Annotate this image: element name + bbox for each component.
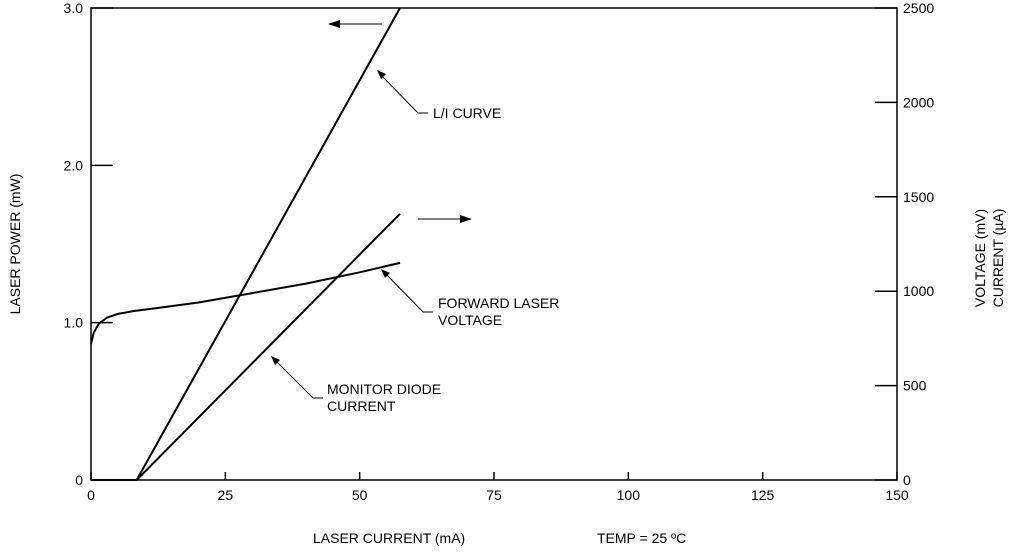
x-tick-label: 150	[885, 487, 909, 503]
y-right-axis-label-line1: VOLTAGE (mV)	[972, 209, 988, 307]
temp-note: TEMP = 25 ºC	[597, 530, 686, 546]
voltage-leader	[381, 269, 433, 313]
li-curve-leader	[377, 70, 428, 114]
y-right-axis-label-line2: CURRENT (µA)	[990, 209, 1006, 308]
y-right-tick-label: 1500	[903, 189, 934, 205]
x-axis-label: LASER CURRENT (mA)	[313, 530, 465, 546]
x-tick-label: 125	[751, 487, 775, 503]
left-axis-arrow	[328, 20, 382, 28]
y-left-axis-label: LASER POWER (mW)	[7, 174, 23, 315]
y-right-tick-label: 2000	[903, 94, 934, 110]
x-tick-label: 0	[87, 487, 95, 503]
right-axis-arrow	[418, 215, 472, 223]
x-tick-label: 75	[486, 487, 502, 503]
voltage-label-line2: VOLTAGE	[438, 312, 502, 328]
x-tick-group: 0 25 50 75 100 125 150	[87, 472, 909, 503]
x-tick-label: 50	[352, 487, 368, 503]
y-left-tick-group: 0 1.0 2.0 3.0	[64, 0, 113, 488]
monitor-label-line1: MONITOR DIODE	[327, 381, 441, 397]
y-right-tick-label: 0	[903, 472, 911, 488]
y-left-tick-label: 3.0	[64, 0, 84, 16]
y-left-tick-label: 0	[75, 472, 83, 488]
voltage-label-line1: FORWARD LASER	[438, 295, 559, 311]
forward-voltage-line	[90, 261, 401, 345]
monitor-diode-line	[91, 213, 401, 481]
y-right-tick-label: 500	[903, 378, 927, 394]
li-curve-label: L/I CURVE	[433, 105, 501, 121]
series-group	[90, 7, 401, 481]
plot-frame	[90, 7, 898, 481]
y-right-tick-label: 1000	[903, 283, 934, 299]
monitor-leader	[271, 356, 323, 399]
y-left-tick-label: 2.0	[64, 157, 84, 173]
monitor-label-line2: CURRENT	[327, 398, 396, 414]
x-tick-label: 25	[218, 487, 234, 503]
y-left-tick-label: 1.0	[64, 315, 84, 331]
x-tick-label: 100	[617, 487, 641, 503]
y-right-tick-label: 2500	[903, 0, 934, 16]
y-right-tick-group: 0 500 1000 1500 2000 2500	[875, 0, 934, 488]
